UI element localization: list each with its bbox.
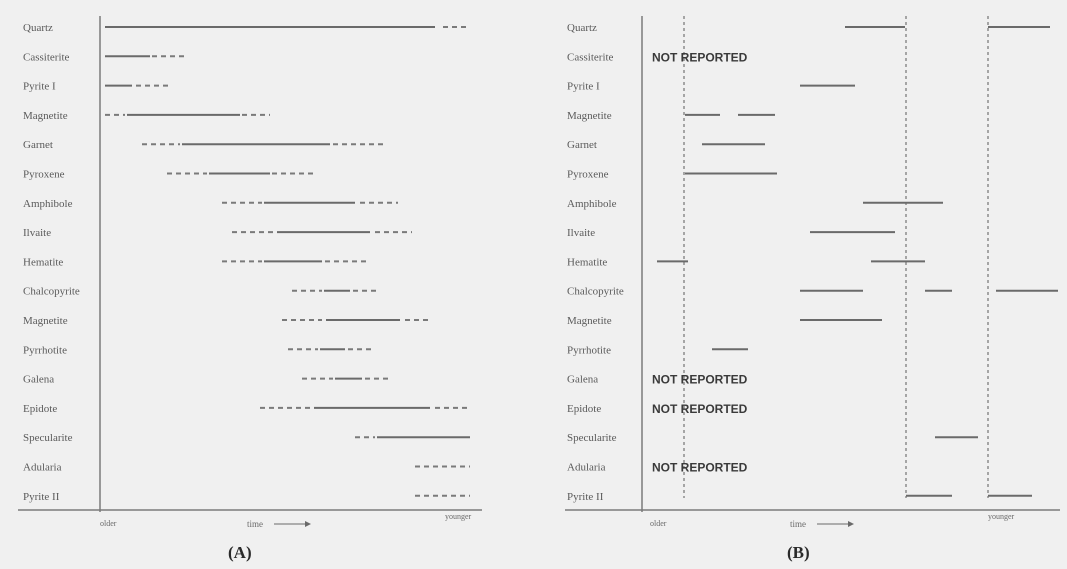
mineral-label: Hematite xyxy=(23,256,63,268)
mineral-label: Pyrite I xyxy=(23,81,56,93)
mineral-label: Chalcopyrite xyxy=(23,286,80,298)
mineral-label: Magnetite xyxy=(567,315,612,327)
axis-time-label: time xyxy=(790,519,806,529)
mineral-label: Pyrite II xyxy=(567,491,604,503)
mineral-label: Ilvaite xyxy=(23,227,51,239)
mineral-label: Hematite xyxy=(567,256,607,268)
mineral-label: Specularite xyxy=(567,432,617,444)
not-reported-label: NOT REPORTED xyxy=(652,373,748,387)
mineral-label: Pyrrhotite xyxy=(567,344,611,356)
time-arrow-head-icon xyxy=(848,521,854,527)
panel-label: (B) xyxy=(787,543,810,562)
mineral-label: Galena xyxy=(23,374,54,386)
mineral-label: Pyrrhotite xyxy=(23,344,67,356)
axis-older-label: older xyxy=(100,519,117,528)
mineral-label: Pyroxene xyxy=(567,169,609,181)
mineral-label: Quartz xyxy=(23,22,53,34)
axis-younger-label: younger xyxy=(988,512,1015,521)
mineral-label: Pyrite I xyxy=(567,81,600,93)
mineral-label: Amphibole xyxy=(23,198,73,210)
time-arrow-head-icon xyxy=(305,521,311,527)
panel-label: (A) xyxy=(228,543,252,562)
mineral-label: Epidote xyxy=(567,403,601,415)
mineral-label: Magnetite xyxy=(23,315,68,327)
not-reported-label: NOT REPORTED xyxy=(652,461,748,475)
axis-older-label: older xyxy=(650,519,667,528)
not-reported-label: NOT REPORTED xyxy=(652,50,748,64)
mineral-label: Galena xyxy=(567,374,598,386)
mineral-label: Pyrite II xyxy=(23,491,60,503)
mineral-label: Garnet xyxy=(23,139,53,151)
mineral-label: Pyroxene xyxy=(23,169,65,181)
mineral-label: Epidote xyxy=(23,403,57,415)
panel-b: Quartz Cassiterite Pyrite I Magnetite Garnet… xyxy=(565,16,1060,562)
mineral-label: Garnet xyxy=(567,139,597,151)
not-reported-label: NOT REPORTED xyxy=(652,402,748,416)
mineral-label: Quartz xyxy=(567,22,597,34)
mineral-label: Magnetite xyxy=(23,110,68,122)
mineral-label: Specularite xyxy=(23,432,73,444)
mineral-label: Adularia xyxy=(567,462,606,474)
mineral-label: Amphibole xyxy=(567,198,617,210)
panel-a: Quartz Cassiterite Pyrite I Magnetite Garnet… xyxy=(18,16,482,562)
mineral-label: Cassiterite xyxy=(567,51,614,63)
mineral-label: Magnetite xyxy=(567,110,612,122)
mineral-label: Cassiterite xyxy=(23,51,70,63)
axis-time-label: time xyxy=(247,519,263,529)
axis-younger-label: younger xyxy=(445,512,472,521)
mineral-label: Ilvaite xyxy=(567,227,595,239)
mineral-label: Chalcopyrite xyxy=(567,286,624,298)
mineral-label: Adularia xyxy=(23,462,62,474)
